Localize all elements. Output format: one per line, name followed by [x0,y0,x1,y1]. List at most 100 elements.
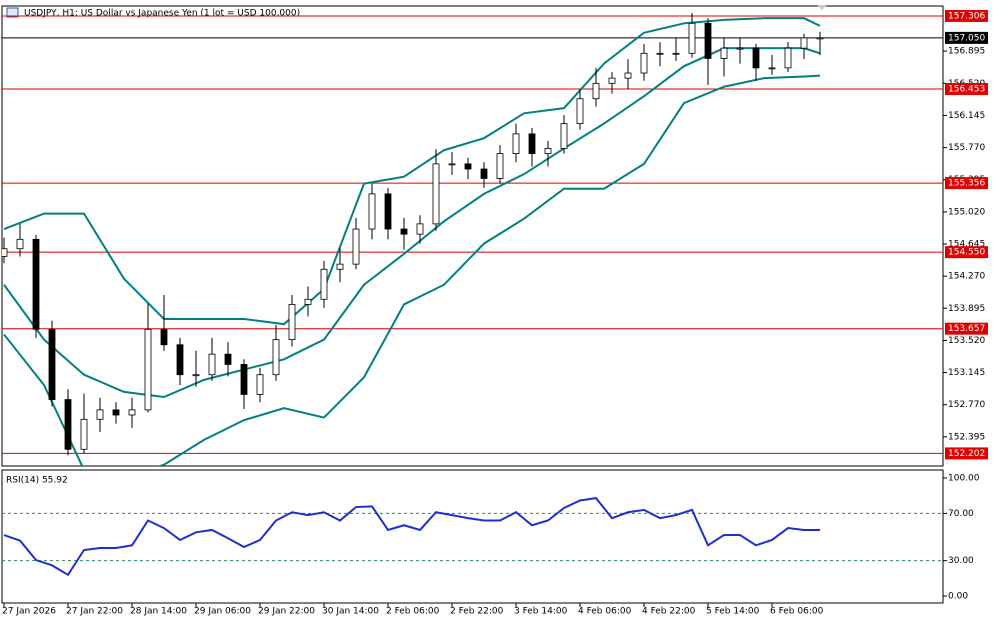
candle-body [512,133,520,154]
y-tick-label: 152.770 [948,400,985,410]
candle-body [2,248,8,257]
candle-body [32,238,40,330]
candle-body [176,344,184,376]
candle-body [576,98,584,124]
candle-body [624,72,632,79]
candle-body [448,163,456,166]
x-tick-label: 6 Feb 06:00 [770,607,824,617]
candle-body [144,328,152,411]
level-label-box [945,9,988,22]
candle-body [384,193,392,230]
candle-body [608,77,616,84]
symbol-icon [6,7,19,18]
y-tick-label: 153.895 [948,304,985,314]
candle-body [256,374,264,395]
candle-body [592,82,600,100]
bollinger-upper [3,17,821,326]
candle-body [368,193,376,230]
x-tick-label: 27 Jan 22:00 [66,607,123,617]
level-label: 153.657 [948,324,985,334]
x-tick-label: 27 Jan 2026 [2,607,56,617]
plot-area [2,13,943,466]
scroll-marker [817,5,827,10]
candle-body [64,399,72,450]
y-tick-label: 156.145 [948,111,985,121]
bollinger-lower [3,74,821,466]
candle-body [496,153,504,179]
candle-body [720,47,728,59]
candle-body [224,353,232,365]
candle-body [240,364,248,395]
x-tick-label: 29 Jan 06:00 [194,607,251,617]
candle-body [640,52,648,74]
candle-body [288,304,296,340]
candle-body [48,328,56,400]
candle-body [736,47,744,50]
rsi-frame [1,469,944,604]
x-tick-label: 4 Feb 22:00 [642,607,696,617]
candle-body [544,148,552,154]
y-tick-label: 153.520 [948,336,985,346]
y-tick-label: 0.00 [948,592,968,602]
level-label-box [945,447,988,460]
bollinger-middle [3,47,821,399]
y-tick-label: 154.270 [948,272,985,282]
y-tick-label: 155.020 [948,207,985,217]
candle-body [480,168,488,179]
y-tick-label: 153.145 [948,368,985,378]
candle-body [80,418,88,450]
candle-body [272,339,280,376]
candle-body [400,228,408,235]
candle-body [208,353,216,376]
level-label-box [945,177,988,190]
candle-body [96,409,104,420]
level-label: 152.202 [948,449,985,459]
rsi-line [3,497,821,577]
level-label: 154.550 [948,248,985,258]
level-label-box [945,322,988,335]
level-label: 155.356 [948,179,985,189]
current-price-label: 157.050 [948,33,985,43]
candle-body [416,223,424,235]
level-label-box [945,83,988,96]
level-label-box [945,246,988,259]
candle-body [784,47,792,69]
candle-body [688,22,696,54]
x-tick-label: 3 Feb 14:00 [514,607,568,617]
x-tick-label: 5 Feb 14:00 [706,607,760,617]
candle-body [768,67,776,70]
plot-area [2,497,943,577]
x-tick-label: 2 Feb 06:00 [386,607,440,617]
candle-body [112,409,120,416]
y-tick-label: 154.645 [948,240,985,250]
candle-body [432,163,440,225]
candle-body [160,328,168,346]
candle-body [16,238,24,250]
rsi-title: RSI(14) 55.92 [6,476,68,486]
current-price-box [945,31,988,44]
y-tick-label: 30.00 [948,556,974,566]
x-tick-label: 30 Jan 14:00 [322,607,379,617]
candle-body [128,409,136,416]
y-tick-label: 70.00 [948,509,974,519]
x-tick-label: 4 Feb 06:00 [578,607,632,617]
candle-body [352,228,360,265]
candle-body [704,22,712,59]
level-label: 157.306 [948,11,985,21]
candle-body [304,298,312,305]
main-frame [1,5,944,467]
chart-title: USDJPY, H1: US Dollar vs Japanese Yen (1… [24,9,300,19]
candle-body [192,374,200,377]
candle-body [464,163,472,170]
x-tick-label: 29 Jan 22:00 [258,607,315,617]
level-label: 156.453 [948,85,985,95]
candle-body [672,52,680,55]
candle-body [800,37,808,49]
candle-body [560,123,568,149]
x-tick-label: 28 Jan 14:00 [130,607,187,617]
y-tick-label: 155.770 [948,143,985,153]
x-tick-label: 2 Feb 22:00 [450,607,504,617]
candle-body [336,263,344,270]
